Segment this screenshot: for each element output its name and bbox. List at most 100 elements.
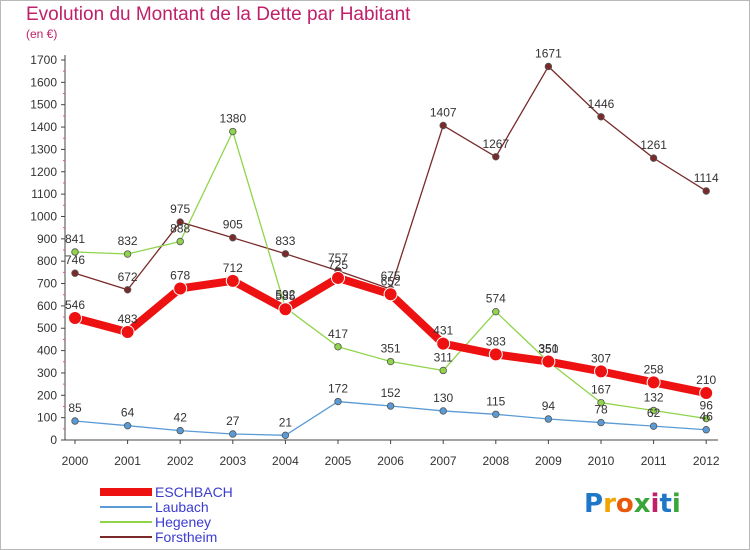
y-tick-label: 1500 bbox=[30, 98, 57, 112]
data-label-eschbach: 546 bbox=[65, 298, 85, 312]
point-eschbach bbox=[225, 273, 240, 288]
point-hegeney bbox=[649, 406, 658, 415]
x-tick-label: 2010 bbox=[588, 454, 615, 468]
data-label-forstheim: 1407 bbox=[430, 105, 457, 119]
data-label-laubach: 27 bbox=[226, 414, 240, 428]
legend-label-laubach: Laubach bbox=[155, 499, 209, 515]
point-hegeney bbox=[386, 357, 395, 366]
point-forstheim bbox=[176, 218, 184, 226]
point-eschbach bbox=[488, 347, 503, 362]
axes: 0 100 200 300 400 500 600 700 800 900 1000 1100 1200… bbox=[30, 53, 720, 468]
point-eschbach bbox=[594, 364, 608, 379]
data-label-forstheim: 675 bbox=[381, 269, 401, 283]
data-label-forstheim: 833 bbox=[275, 234, 295, 248]
data-label-hegeney: 832 bbox=[118, 234, 138, 248]
logo-letter: P bbox=[584, 489, 604, 519]
data-label-hegeney: 592 bbox=[275, 288, 295, 302]
data-label-laubach: 172 bbox=[328, 382, 348, 396]
y-tick-label: 1300 bbox=[30, 142, 57, 156]
legend-label-eschbach: ESCHBACH bbox=[155, 484, 233, 500]
x-tick-label: 2009 bbox=[535, 454, 562, 468]
point-hegeney bbox=[492, 307, 500, 316]
legend-swatch-laubach bbox=[100, 506, 152, 508]
data-label-hegeney: 311 bbox=[434, 350, 453, 364]
point-forstheim bbox=[229, 234, 237, 242]
data-label-hegeney: 417 bbox=[328, 327, 348, 341]
point-forstheim bbox=[123, 286, 132, 294]
point-eschbach bbox=[173, 281, 188, 296]
data-label-hegeney: 574 bbox=[486, 292, 506, 306]
data-label-hegeney: 132 bbox=[644, 390, 664, 404]
x-tick-label: 2004 bbox=[272, 454, 299, 468]
data-label-hegeney: 96 bbox=[700, 399, 714, 413]
data-label-hegeney: 167 bbox=[591, 383, 611, 397]
point-laubach bbox=[597, 418, 605, 427]
point-laubach bbox=[71, 417, 79, 425]
proxiti-logo: Proxiti bbox=[584, 489, 681, 519]
point-eschbach bbox=[331, 270, 345, 285]
y-tick-label: 1700 bbox=[30, 53, 57, 67]
point-laubach bbox=[492, 410, 500, 418]
data-label-eschbach: 258 bbox=[644, 362, 664, 376]
point-forstheim bbox=[544, 62, 553, 71]
logo-letter: i bbox=[671, 489, 681, 519]
point-laubach bbox=[544, 415, 553, 423]
data-label-forstheim: 975 bbox=[170, 202, 190, 216]
point-eschbach bbox=[278, 302, 293, 317]
point-hegeney bbox=[597, 398, 605, 407]
point-hegeney bbox=[123, 250, 132, 258]
y-tick-label: 200 bbox=[37, 388, 57, 402]
y-tick-label: 1200 bbox=[30, 165, 57, 179]
data-label-laubach: 62 bbox=[647, 406, 661, 420]
data-label-forstheim: 1114 bbox=[694, 171, 719, 185]
point-laubach bbox=[334, 397, 342, 406]
data-label-hegeney: 888 bbox=[170, 222, 190, 236]
point-laubach bbox=[439, 407, 447, 415]
data-label-eschbach: 307 bbox=[591, 351, 611, 365]
data-labels: 746 672 975 905 833 757 675 1407 1267 1671 1446 126… bbox=[65, 46, 719, 429]
data-label-forstheim: 1671 bbox=[535, 46, 562, 60]
point-eschbach bbox=[541, 354, 556, 369]
point-laubach bbox=[176, 426, 184, 435]
point-laubach bbox=[386, 402, 395, 410]
y-tick-label: 0 bbox=[50, 433, 57, 447]
point-eschbach bbox=[436, 336, 451, 351]
logo-letter: x bbox=[633, 489, 651, 519]
x-tick-label: 2003 bbox=[219, 454, 246, 468]
legend-label-hegeney: Hegeney bbox=[155, 514, 212, 530]
point-laubach bbox=[702, 426, 710, 434]
data-label-eschbach: 585 bbox=[275, 289, 295, 303]
point-hegeney bbox=[229, 127, 237, 136]
data-label-eschbach: 678 bbox=[170, 268, 190, 282]
data-label-laubach: 94 bbox=[542, 399, 556, 413]
data-label-eschbach: 652 bbox=[381, 274, 401, 288]
x-tick-label: 2008 bbox=[482, 454, 509, 468]
x-tick-label: 2011 bbox=[641, 454, 667, 468]
point-eschbach bbox=[68, 310, 82, 325]
data-label-laubach: 115 bbox=[486, 394, 505, 408]
logo-letter: o bbox=[615, 489, 634, 519]
x-tick-label: 2006 bbox=[377, 454, 404, 468]
point-forstheim bbox=[597, 113, 605, 121]
legend-swatch-hegeney bbox=[100, 521, 152, 523]
data-label-laubach: 42 bbox=[174, 411, 188, 425]
point-hegeney bbox=[439, 366, 447, 375]
data-label-laubach: 46 bbox=[700, 410, 714, 424]
point-hegeney bbox=[176, 237, 184, 246]
point-forstheim bbox=[439, 121, 447, 130]
y-tick-label: 500 bbox=[37, 321, 57, 335]
legend-label-forstheim: Forstheim bbox=[155, 529, 218, 545]
point-eschbach bbox=[120, 325, 135, 340]
y-tick-label: 700 bbox=[37, 277, 57, 291]
y-tick-label: 400 bbox=[37, 344, 57, 358]
data-label-eschbach: 431 bbox=[433, 324, 453, 338]
point-forstheim bbox=[71, 269, 79, 277]
data-label-forstheim: 905 bbox=[223, 218, 243, 232]
x-tick-label: 2002 bbox=[167, 454, 194, 468]
point-forstheim bbox=[649, 154, 658, 162]
data-label-eschbach: 210 bbox=[696, 373, 716, 387]
data-label-forstheim: 1446 bbox=[588, 97, 615, 111]
logo-letter: i bbox=[650, 489, 660, 519]
data-label-laubach: 152 bbox=[381, 386, 401, 400]
